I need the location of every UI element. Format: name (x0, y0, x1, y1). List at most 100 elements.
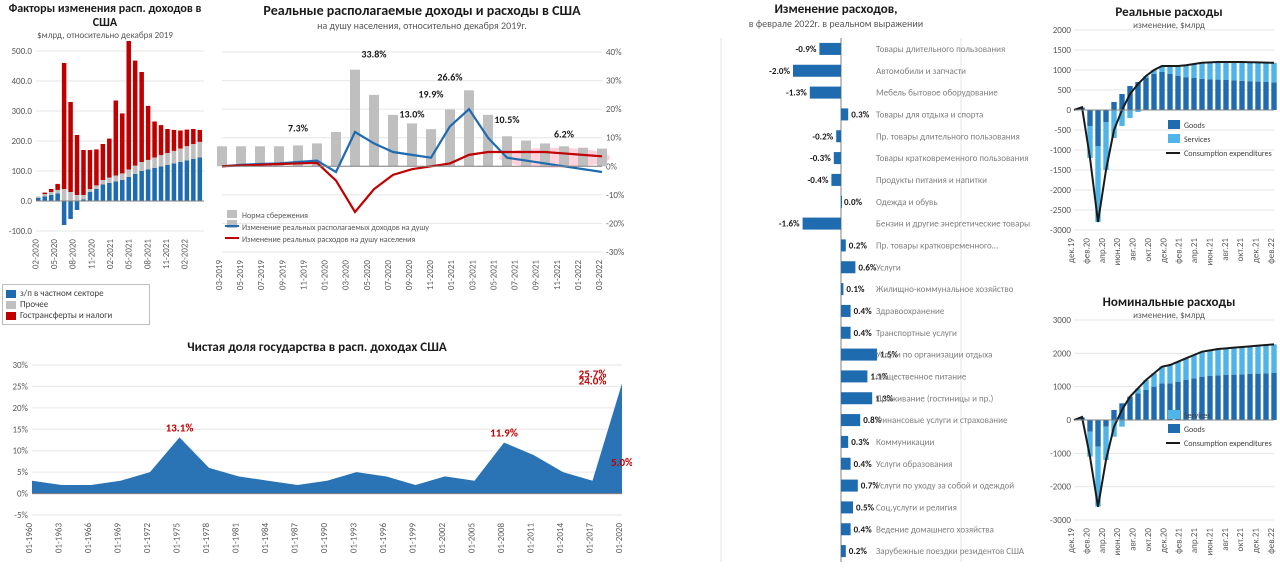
svg-text:15%: 15% (12, 424, 28, 435)
panel-income-factors: Факторы изменения расп. доходов в США $м… (2, 2, 208, 322)
svg-text:01-2021: 01-2021 (446, 260, 457, 291)
svg-text:-2000: -2000 (1050, 185, 1071, 196)
svg-text:10%: 10% (606, 133, 622, 144)
svg-text:изменение, $млрд: изменение, $млрд (1133, 20, 1205, 31)
svg-text:25%: 25% (12, 381, 28, 392)
svg-text:500: 500 (1057, 85, 1071, 96)
panel-income-expenses: Реальные располагаемые доходы и расходы … (212, 2, 632, 342)
svg-text:-100.0: -100.0 (9, 226, 33, 237)
svg-text:0.4%: 0.4% (854, 459, 873, 470)
svg-text:01-2022: 01-2022 (573, 260, 584, 291)
svg-text:Изменение реальных располагаем: Изменение реальных располагаемых доходов… (242, 223, 429, 233)
panel1-subtitle: $млрд, относительно декабря 2019 (2, 30, 208, 41)
svg-text:01-2005: 01-2005 (467, 523, 478, 554)
svg-text:Автомобили и запчасти: Автомобили и запчасти (876, 66, 966, 77)
panel5-svg: Реальные расходыизменение, $млрд-3000-25… (1040, 2, 1278, 288)
svg-text:05-2021: 05-2021 (124, 239, 135, 270)
svg-text:фев.22: фев.22 (1266, 238, 1277, 264)
svg-text:дек.20: дек.20 (1158, 238, 1169, 263)
svg-text:01-1993: 01-1993 (349, 523, 360, 554)
svg-text:01-1987: 01-1987 (290, 523, 301, 554)
svg-text:400.0: 400.0 (11, 76, 32, 87)
svg-text:0%: 0% (606, 161, 618, 172)
svg-text:01-1972: 01-1972 (142, 523, 153, 554)
svg-text:Изменение реальных расходов на: Изменение реальных расходов на душу насе… (242, 235, 415, 245)
svg-text:08-2020: 08-2020 (68, 239, 79, 270)
svg-text:6.2%: 6.2% (554, 127, 575, 140)
svg-text:Consumption expenditures: Consumption expenditures (1184, 439, 1272, 449)
svg-text:0.5%: 0.5% (856, 502, 875, 513)
svg-text:10%: 10% (12, 446, 28, 457)
svg-text:30%: 30% (606, 76, 622, 87)
svg-text:окт.20: окт.20 (1143, 238, 1154, 262)
svg-text:200.0: 200.0 (11, 136, 32, 147)
svg-text:Жилищно-коммунальное хозяйство: Жилищно-коммунальное хозяйство (876, 284, 1014, 295)
svg-text:01-1984: 01-1984 (260, 523, 271, 554)
svg-text:08-2021: 08-2021 (142, 239, 153, 270)
svg-text:авг.21: авг.21 (1220, 528, 1231, 551)
svg-text:Услуги по организации отдыха: Услуги по организации отдыха (876, 350, 992, 361)
svg-text:03-2022: 03-2022 (594, 260, 605, 291)
svg-text:5.0%: 5.0% (611, 456, 632, 469)
svg-text:03-2019: 03-2019 (214, 260, 225, 291)
panel-gov-share: Чистая доля государства в расп. доходах … (2, 340, 632, 578)
svg-text:05-2021: 05-2021 (488, 260, 499, 291)
svg-text:дек.21: дек.21 (1251, 528, 1262, 553)
panel-spending-change: Изменение расходов, в феврале 2022г. в р… (636, 2, 1036, 578)
svg-text:-500: -500 (1055, 125, 1072, 136)
svg-text:фев.21: фев.21 (1174, 528, 1185, 554)
svg-text:07-2019: 07-2019 (256, 260, 267, 291)
svg-text:авг.20: авг.20 (1128, 238, 1139, 261)
svg-text:26.6%: 26.6% (437, 70, 463, 83)
legend-other: Прочее (20, 299, 48, 310)
svg-text:Ведение домашнего хозяйства: Ведение домашнего хозяйства (876, 524, 994, 535)
svg-text:фев.22: фев.22 (1266, 528, 1277, 554)
svg-text:25.7%: 25.7% (579, 367, 607, 380)
svg-text:0.2%: 0.2% (849, 240, 868, 251)
svg-text:-1000: -1000 (1050, 448, 1071, 459)
svg-text:-1500: -1500 (1050, 165, 1071, 176)
svg-text:апр.20: апр.20 (1097, 528, 1108, 554)
svg-text:изменение, $млрд: изменение, $млрд (1133, 310, 1205, 321)
svg-text:-10%: -10% (606, 190, 625, 201)
svg-text:11-2021: 11-2021 (552, 260, 563, 291)
svg-text:13.0%: 13.0% (399, 107, 425, 120)
svg-text:11.9%: 11.9% (490, 427, 518, 440)
panel3-svg: -5%0%5%10%15%20%25%30%13.1%11.9%24.0%25.… (2, 355, 632, 570)
svg-text:дек.19: дек.19 (1066, 528, 1077, 553)
svg-text:02-2021: 02-2021 (105, 239, 116, 270)
svg-text:03-2021: 03-2021 (467, 260, 478, 291)
svg-text:0.4%: 0.4% (854, 306, 873, 317)
svg-text:01-2011: 01-2011 (526, 523, 537, 554)
svg-text:дек.19: дек.19 (1066, 238, 1077, 263)
svg-text:июн.20: июн.20 (1112, 528, 1123, 556)
svg-text:фев.21: фев.21 (1174, 238, 1185, 264)
svg-text:01-2008: 01-2008 (496, 523, 507, 554)
svg-text:7.3%: 7.3% (288, 122, 309, 135)
svg-text:19.9%: 19.9% (418, 87, 444, 100)
svg-text:-1.3%: -1.3% (786, 88, 807, 99)
svg-text:13.1%: 13.1% (166, 421, 194, 434)
svg-text:20%: 20% (606, 104, 622, 115)
svg-text:03-2020: 03-2020 (341, 260, 352, 291)
panel4-svg: -0.9%Товары длительного пользования-2.0%… (636, 30, 1036, 570)
svg-text:0.0: 0.0 (21, 196, 33, 207)
svg-text:-2.0%: -2.0% (769, 66, 790, 77)
svg-text:Проживание (гостиницы и пр.): Проживание (гостиницы и пр.) (876, 393, 994, 404)
svg-text:Коммуникации: Коммуникации (876, 437, 934, 448)
panel1-svg: -100.00.0100.0200.0300.0400.0500.002-202… (2, 41, 208, 281)
legend-transfers: Гострансферты и налоги (20, 310, 112, 321)
svg-text:Общественное питание: Общественное питание (876, 371, 967, 382)
svg-text:Номинальные расходы: Номинальные расходы (1103, 295, 1236, 310)
svg-text:01-2020: 01-2020 (320, 260, 331, 291)
svg-text:апр.21: апр.21 (1189, 238, 1200, 264)
svg-text:01-1981: 01-1981 (231, 523, 242, 554)
svg-text:300.0: 300.0 (11, 106, 32, 117)
svg-text:01-2017: 01-2017 (585, 523, 596, 554)
svg-text:33.8%: 33.8% (361, 47, 387, 60)
svg-text:01-1990: 01-1990 (319, 523, 330, 554)
svg-text:40%: 40% (606, 47, 622, 58)
svg-text:10.5%: 10.5% (494, 113, 520, 126)
svg-text:0: 0 (1066, 415, 1071, 426)
svg-text:11-2021: 11-2021 (161, 239, 172, 270)
